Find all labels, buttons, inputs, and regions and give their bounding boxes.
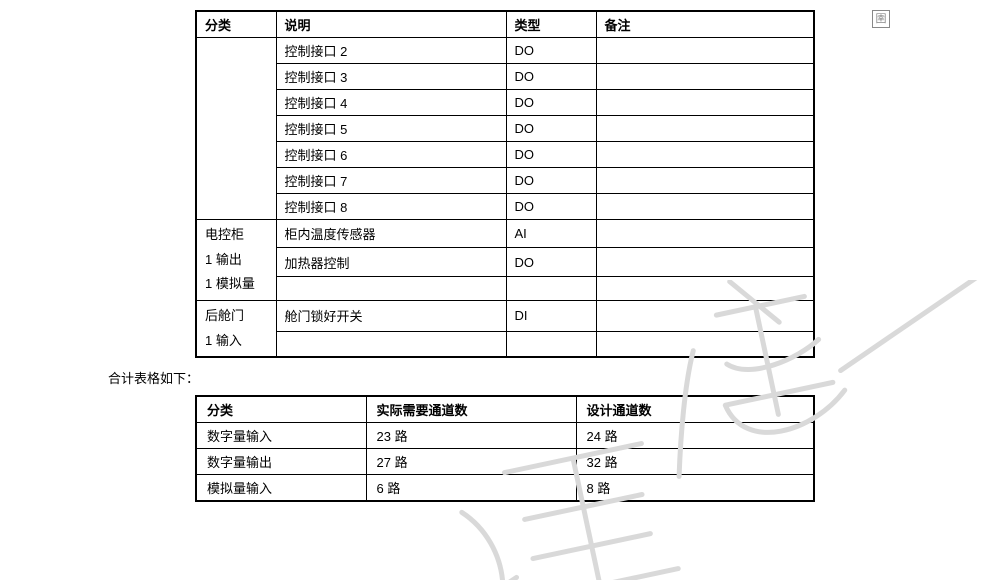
cell-design: 24 路 — [576, 423, 814, 449]
cell-actual: 27 路 — [366, 449, 576, 475]
table-row: 控制接口 2 DO — [196, 38, 814, 64]
table-row: 电控柜 1 输出 1 模拟量 柜内温度传感器 AI — [196, 220, 814, 248]
cell-type — [506, 276, 596, 300]
cell-note — [596, 194, 814, 220]
cell-note — [596, 220, 814, 248]
cell-category-reardoor: 后舱门 1 输入 — [196, 301, 276, 358]
cell-type: DI — [506, 301, 596, 332]
cell-cat: 数字量输入 — [196, 423, 366, 449]
cell-desc: 舱门锁好开关 — [276, 301, 506, 332]
table-row: 控制接口 7 DO — [196, 168, 814, 194]
table-row: 控制接口 3 DO — [196, 64, 814, 90]
cell-category-econtrol: 电控柜 1 输出 1 模拟量 — [196, 220, 276, 301]
cell-desc: 加热器控制 — [276, 248, 506, 276]
table-row: 控制接口 6 DO — [196, 142, 814, 168]
cell-design: 32 路 — [576, 449, 814, 475]
th-category: 分类 — [196, 396, 366, 423]
cell-desc: 控制接口 6 — [276, 142, 506, 168]
cell-actual: 6 路 — [366, 475, 576, 502]
cell-note — [596, 301, 814, 332]
cell-note — [596, 90, 814, 116]
table-summary: 分类 实际需要通道数 设计通道数 数字量输入 23 路 24 路 数字量输出 2… — [195, 395, 815, 502]
cell-desc — [276, 276, 506, 300]
cell-desc: 控制接口 5 — [276, 116, 506, 142]
cell-desc — [276, 331, 506, 357]
table-row — [196, 331, 814, 357]
table-row: 数字量输出 27 路 32 路 — [196, 449, 814, 475]
cell-cat: 数字量输出 — [196, 449, 366, 475]
th-note: 备注 — [596, 11, 814, 38]
cell-type: DO — [506, 248, 596, 276]
table-row: 加热器控制 DO — [196, 248, 814, 276]
cell-design: 8 路 — [576, 475, 814, 502]
cell-note — [596, 248, 814, 276]
cell-note — [596, 38, 814, 64]
cell-note — [596, 116, 814, 142]
th-description: 说明 — [276, 11, 506, 38]
cell-desc: 控制接口 2 — [276, 38, 506, 64]
cell-actual: 23 路 — [366, 423, 576, 449]
cell-type: DO — [506, 38, 596, 64]
cell-type: DO — [506, 90, 596, 116]
table-row: 模拟量输入 6 路 8 路 — [196, 475, 814, 502]
cell-note — [596, 276, 814, 300]
cell-desc: 控制接口 8 — [276, 194, 506, 220]
cell-type: DO — [506, 142, 596, 168]
cell-desc: 控制接口 7 — [276, 168, 506, 194]
table-row: 控制接口 4 DO — [196, 90, 814, 116]
cell-type: DO — [506, 116, 596, 142]
table-header-row: 分类 说明 类型 备注 — [196, 11, 814, 38]
cell-desc: 柜内温度传感器 — [276, 220, 506, 248]
summary-intro-text: 合计表格如下： — [108, 368, 985, 387]
corner-glyph-icon: 圉 — [872, 10, 890, 28]
table-header-row: 分类 实际需要通道数 设计通道数 — [196, 396, 814, 423]
th-actual: 实际需要通道数 — [366, 396, 576, 423]
cell-note — [596, 64, 814, 90]
cell-type: DO — [506, 168, 596, 194]
cell-cat: 模拟量输入 — [196, 475, 366, 502]
th-category: 分类 — [196, 11, 276, 38]
table-io-list: 分类 说明 类型 备注 控制接口 2 DO 控制接口 3 DO 控制接口 4 D… — [195, 10, 815, 358]
cell-type: DO — [506, 64, 596, 90]
table-row: 后舱门 1 输入 舱门锁好开关 DI — [196, 301, 814, 332]
th-type: 类型 — [506, 11, 596, 38]
cell-note — [596, 142, 814, 168]
cell-desc: 控制接口 3 — [276, 64, 506, 90]
table-row — [196, 276, 814, 300]
cell-note — [596, 168, 814, 194]
cell-category-empty — [196, 38, 276, 220]
cell-note — [596, 331, 814, 357]
cell-type: AI — [506, 220, 596, 248]
table-row: 控制接口 5 DO — [196, 116, 814, 142]
cell-type: DO — [506, 194, 596, 220]
th-design: 设计通道数 — [576, 396, 814, 423]
table-row: 数字量输入 23 路 24 路 — [196, 423, 814, 449]
cell-desc: 控制接口 4 — [276, 90, 506, 116]
cell-type — [506, 331, 596, 357]
table-row: 控制接口 8 DO — [196, 194, 814, 220]
